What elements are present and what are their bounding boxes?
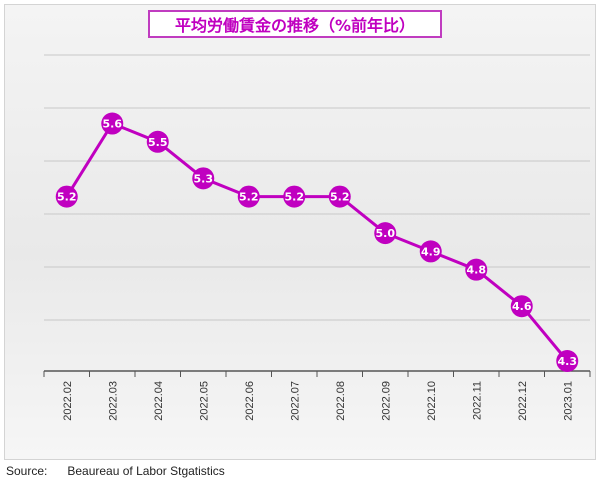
chart-title: 平均労働賃金の推移（%前年比）	[148, 10, 442, 38]
data-point: 4.6	[510, 295, 533, 318]
x-tick-label: 2023.01	[562, 381, 574, 421]
data-label: 4.3	[558, 355, 578, 368]
data-label: 5.6	[103, 118, 123, 131]
data-points: 5.2 5.6 5.5 5.3 5.2 5.2 5.2 5.0 4.9 4.8 4.6 4.3	[55, 112, 579, 372]
data-point-marker	[465, 258, 488, 281]
chart-title-text: 平均労働賃金の推移（%前年比）	[174, 16, 416, 35]
data-point-marker	[55, 185, 78, 208]
data-point: 5.3	[192, 167, 215, 190]
source-note: Source: Beaureau of Labor Stgatistics	[6, 464, 225, 478]
data-point-marker	[101, 112, 124, 135]
series-line	[65, 122, 569, 362]
x-tick-label: 2022.03	[107, 381, 119, 421]
data-point: 4.3	[556, 350, 579, 372]
chart-frame	[4, 4, 596, 460]
x-tick-label: 2022.02	[62, 381, 74, 421]
data-point: 5.2	[55, 185, 78, 208]
data-label: 4.8	[467, 264, 487, 277]
series-line-layer	[65, 122, 569, 362]
x-tick-label: 2022.06	[244, 381, 256, 421]
data-point-marker	[283, 185, 306, 208]
x-tick-label: 2022.10	[426, 381, 438, 421]
x-tick-labels: 2022.02 2022.03 2022.04 2022.05 2022.06 2022.…	[62, 381, 575, 421]
data-point: 5.5	[146, 130, 169, 153]
data-label: 5.2	[239, 191, 259, 204]
data-point: 4.8	[465, 258, 488, 281]
data-point: 5.6	[101, 112, 124, 135]
data-point: 5.2	[328, 185, 351, 208]
data-point-marker	[192, 167, 215, 190]
data-label: 5.0	[376, 227, 396, 240]
data-point: 5.0	[374, 222, 397, 245]
data-point: 5.2	[283, 185, 306, 208]
source-label: Source:	[6, 464, 48, 478]
source-text: Beaureau of Labor Stgatistics	[67, 464, 225, 478]
x-tick-label: 2022.09	[380, 381, 392, 421]
x-tick-label: 2022.04	[153, 381, 165, 421]
data-label: 4.6	[512, 300, 532, 313]
data-point-marker	[556, 350, 579, 372]
x-tick-label: 2022.07	[289, 381, 301, 421]
data-point-marker	[328, 185, 351, 208]
x-axis	[43, 370, 591, 377]
x-tick-label: 2022.08	[335, 381, 347, 421]
data-point-marker	[374, 222, 397, 245]
x-tick-label: 2022.05	[198, 381, 210, 421]
data-label: 5.5	[148, 136, 168, 149]
data-label: 5.3	[194, 172, 214, 185]
data-point-marker	[237, 185, 260, 208]
data-point-marker	[146, 130, 169, 153]
x-tick-label: 2022.11	[471, 381, 483, 420]
data-point: 5.2	[237, 185, 260, 208]
data-label: 5.2	[57, 191, 77, 204]
data-point-marker	[419, 240, 442, 263]
data-point-marker	[510, 295, 533, 318]
data-label: 4.9	[421, 245, 441, 258]
grid-lines	[44, 54, 590, 321]
data-label: 5.2	[285, 191, 305, 204]
data-label: 5.2	[330, 191, 350, 204]
x-tick-label: 2022.12	[517, 381, 529, 421]
data-point: 4.9	[419, 240, 442, 263]
